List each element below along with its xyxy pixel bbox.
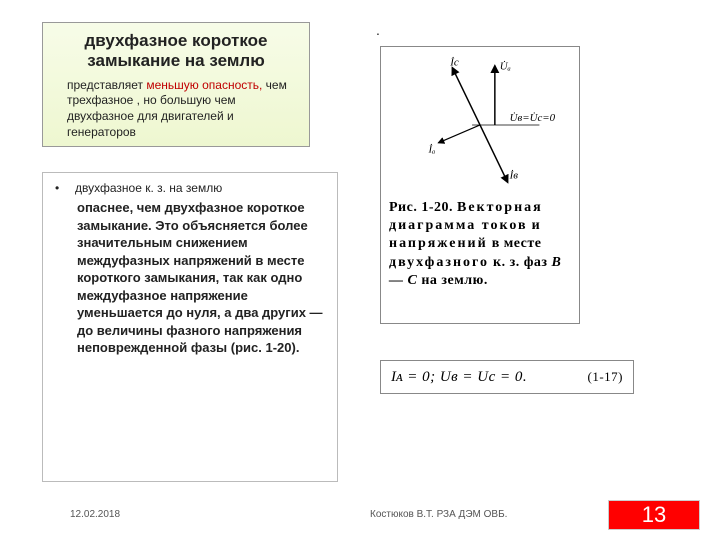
cap-s3: двухфазного xyxy=(389,255,489,270)
equation-num: (1-17) xyxy=(588,369,624,385)
body-subtitle: двухфазное к. з. на землю xyxy=(75,181,222,195)
cap-p4: к. з. фаз xyxy=(489,255,552,270)
equation-text: Iᴀ = 0; Uв = Uс = 0. xyxy=(391,369,527,386)
title-sub-red: меньшую опасность, xyxy=(146,78,262,92)
vector-diagram: İc U̇ₐ U̇в=U̇с=0 İв İₐ xyxy=(381,47,579,197)
title-sub-a: представляет xyxy=(67,78,146,92)
cap-p2: и xyxy=(528,218,541,233)
author-label: Костюков В.Т. РЗА ДЭМ ОВБ. xyxy=(370,509,507,520)
figure-box: İc U̇ₐ U̇в=U̇с=0 İв İₐ Рис. 1-20. Вектор… xyxy=(380,46,580,324)
svg-text:U̇в=U̇с=0: U̇в=U̇с=0 xyxy=(510,112,556,124)
dot-mark: . xyxy=(376,22,380,38)
body-box: • двухфазное к. з. на землю опаснее, чем… xyxy=(42,172,338,482)
cap-p3: в месте xyxy=(488,236,542,251)
bullet-dot: • xyxy=(55,181,61,195)
svg-text:İc: İc xyxy=(449,57,459,69)
page-number: 13 xyxy=(608,500,700,530)
cap-p1: Рис. 1-20. xyxy=(389,200,457,215)
bullet-row: • двухфазное к. з. на землю xyxy=(55,181,325,195)
svg-text:İв: İв xyxy=(509,169,519,181)
date-label: 12.02.2018 xyxy=(70,509,120,520)
cap-s2: напряжений xyxy=(389,236,488,251)
title-box: двухфазное короткое замыкание на землю п… xyxy=(42,22,310,147)
title-sub: представляет меньшую опасность, чем трех… xyxy=(53,78,299,140)
cap-p5: на землю. xyxy=(417,273,488,288)
body-text: опаснее, чем двухфазное короткое замыкан… xyxy=(55,199,325,357)
svg-text:İₐ: İₐ xyxy=(428,144,436,156)
figure-caption: Рис. 1-20. Векторная диаграмма токов и н… xyxy=(381,197,579,296)
title-main: двухфазное короткое замыкание на землю xyxy=(53,31,299,72)
svg-text:U̇ₐ: U̇ₐ xyxy=(500,61,511,73)
equation-box: Iᴀ = 0; Uв = Uс = 0. (1-17) xyxy=(380,360,634,394)
